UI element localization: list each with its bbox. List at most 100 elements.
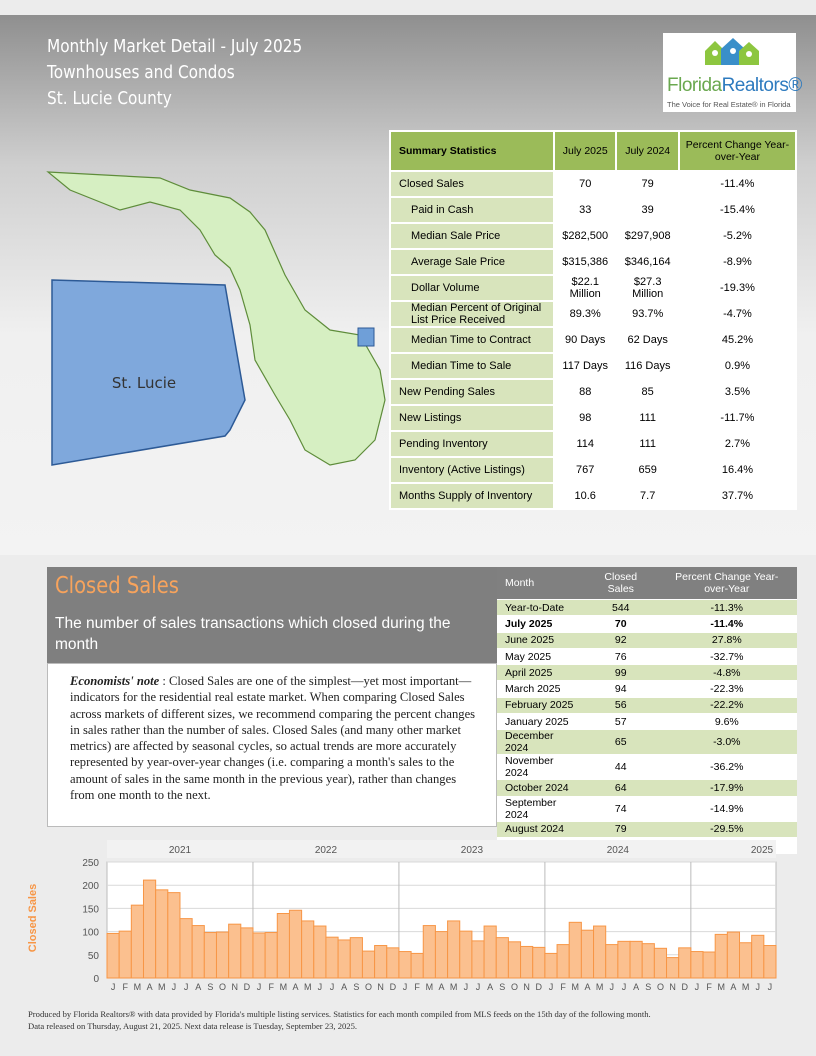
stat-value: 10.6 [552,482,618,510]
title-line: Townhouses and Condos [47,62,235,83]
bar [653,947,668,979]
month-label: Year-to-Date [497,599,585,617]
header-cell: Closed Sales [584,567,657,600]
month-value: -22.3% [656,680,797,698]
stat-label: Months Supply of Inventory [389,482,555,510]
header-cell: July 2024 [615,130,680,172]
x-tick-label: A [147,982,153,992]
map-label: St. Lucie [112,374,176,392]
stat-value: -5.2% [677,222,798,250]
map: St. Lucie [46,171,386,466]
bar [641,943,655,979]
x-tick-label: J [756,982,761,992]
logo-tagline: The Voice for Real Estate® in Florida [667,100,791,109]
month-row: April 2025 99 -4.8% [497,664,797,682]
logo: FloridaRealtors® The Voice for Real Esta… [663,33,802,112]
x-tick-label: M [280,982,288,992]
bar [678,947,692,979]
month-value: 64 [584,779,657,797]
month-row: September 2024 74 -14.9% [497,796,797,822]
bar [325,936,339,979]
section-title: Closed Sales [55,573,179,599]
bar [434,931,449,979]
bar [544,952,558,979]
bar [215,931,230,979]
x-tick-label: A [341,982,347,992]
month-value: 44 [584,754,657,781]
x-tick-label: M [426,982,434,992]
bar [471,940,485,979]
month-value: 79 [584,821,657,838]
bar [337,939,351,979]
month-value: -11.4% [656,615,797,633]
x-tick-label: D [244,982,251,992]
bar [605,944,619,979]
month-value: -32.7% [656,648,797,666]
month-value: -4.8% [656,664,797,682]
stat-value: -15.4% [677,196,798,224]
economists-note: Economists' note : Closed Sales are one … [47,663,497,827]
bar [252,932,266,979]
month-row: November 2024 44 -36.2% [497,754,797,781]
month-value: 27.8% [656,632,797,649]
x-tick-label: N [669,982,676,992]
bar [580,929,595,979]
x-tick-label: J [610,982,615,992]
x-tick-label: J [476,982,481,992]
x-tick-label: J [184,982,189,992]
logo-name: Florida [667,75,722,96]
month-label: January 2025 [497,713,585,731]
month-value: 56 [584,697,657,715]
bar [459,930,473,979]
y-tick-label: 250 [82,858,99,869]
bar [203,932,217,979]
stat-value: 62 Days [615,326,680,354]
stat-value: 111 [615,430,680,458]
bar [507,941,522,979]
stat-value: -11.4% [677,170,798,198]
stat-label: Median Time to Contract [389,326,555,354]
x-tick-label: J [111,982,116,992]
bar [240,927,254,979]
year-label: 2024 [607,845,630,856]
stat-label: Median Time to Sale [389,352,555,380]
month-label: June 2025 [497,632,585,649]
x-tick-label: A [438,982,444,992]
bar [666,957,680,979]
y-tick-label: 0 [93,974,99,985]
x-tick-label: M [742,982,750,992]
x-tick-label: A [195,982,201,992]
header-cell: Percent Change Year-over-Year [656,567,797,600]
x-tick-label: D [390,982,397,992]
note-text: Closed Sales are one of the simplest—yet… [70,674,476,803]
bar [532,946,546,979]
month-row: Year-to-Date 544 -11.3% [497,599,797,617]
bar [276,913,290,979]
stat-row: Closed Sales 70 79 -11.4% [389,170,798,198]
bar [422,925,436,979]
x-tick-label: M [158,982,166,992]
note-label: Economists' note [70,674,160,688]
year-label: 2023 [461,845,484,856]
stat-label: New Pending Sales [389,378,555,406]
stat-value: 2.7% [677,430,798,458]
bar [520,945,534,979]
bar [349,937,363,979]
stat-value: $282,500 [552,222,618,250]
stat-row: Pending Inventory 114 111 2.7% [389,430,798,458]
bar [410,952,424,979]
bar [167,892,181,979]
bar [155,889,169,979]
x-tick-label: O [219,982,226,992]
stat-value: 3.5% [677,378,798,406]
bar [191,925,205,979]
month-row: May 2025 76 -32.7% [497,648,797,666]
month-row: October 2024 64 -17.9% [497,779,797,797]
bar [568,921,582,979]
month-value: -11.3% [656,599,797,617]
stat-row: Median Time to Sale 117 Days 116 Days 0.9% [389,352,798,380]
stat-value: $297,908 [615,222,680,250]
stat-value: -11.7% [677,404,798,432]
x-tick-label: A [633,982,639,992]
logo-name: Realtors® [721,75,803,96]
